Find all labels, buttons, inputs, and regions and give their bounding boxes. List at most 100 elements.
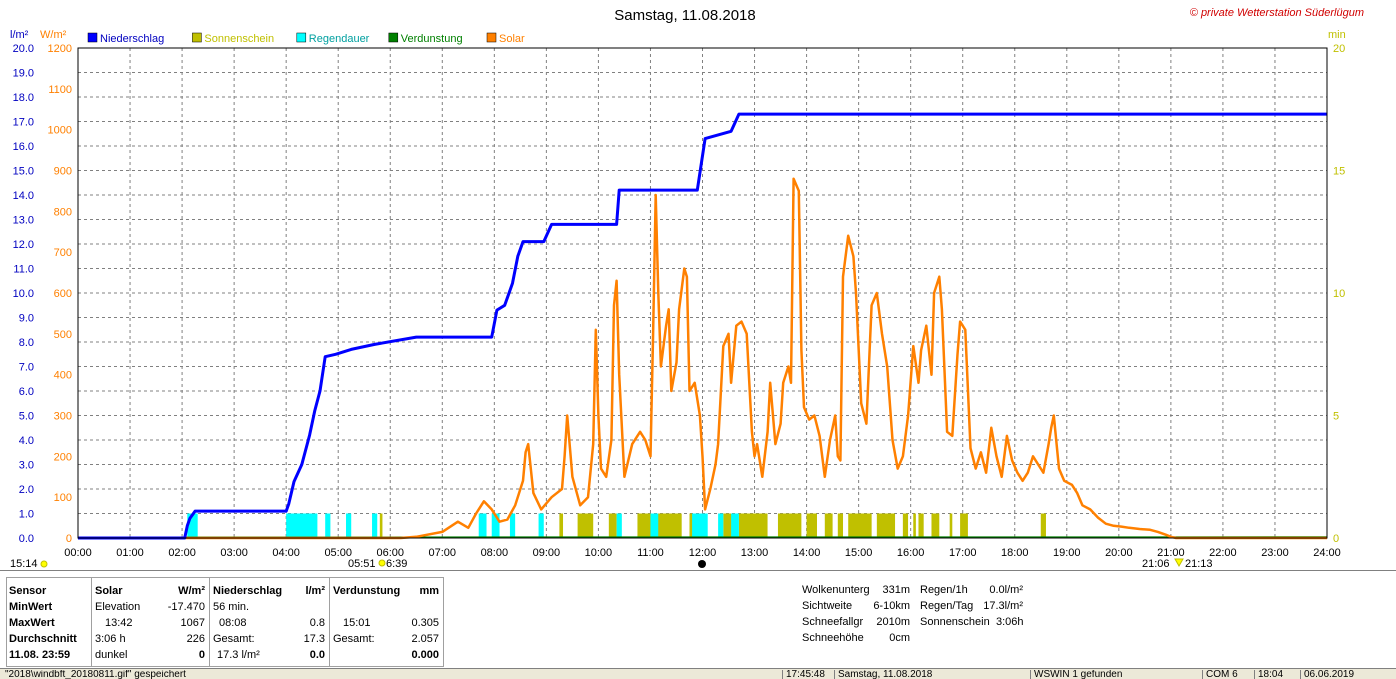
cell-verd-b: 2.057 <box>397 632 439 647</box>
cell-nied-b: 0.0 <box>289 648 325 663</box>
info-label: Sichtweite <box>802 599 852 614</box>
bar-sonnenschein <box>739 514 768 539</box>
cell-nied-b: 17.3 <box>289 632 325 647</box>
info-value: 3:06h <box>996 615 1024 630</box>
y-solar-tick-label: 1000 <box>48 125 72 137</box>
sun-icon-left <box>41 561 47 567</box>
sunrise-icon <box>379 560 385 566</box>
row-label-avg: Durchschnitt <box>9 632 77 647</box>
x-tick-label: 10:00 <box>585 547 613 559</box>
x-tick-label: 04:00 <box>272 547 300 559</box>
y-solar-tick-label: 100 <box>54 492 72 504</box>
cell-verd-a: Gesamt: <box>333 632 375 647</box>
info-label: Regen/Tag <box>920 599 973 614</box>
noon-icon <box>698 560 706 568</box>
sunrise2-label: 6:39 <box>386 558 407 570</box>
y-solar-tick-label: 500 <box>54 329 72 341</box>
y-left-tick-label: 20.0 <box>13 43 34 55</box>
y-left-tick-label: 18.0 <box>13 92 34 104</box>
bar-sonnenschein <box>838 514 843 539</box>
legend-label: Regendauer <box>309 33 370 45</box>
x-tick-label: 12:00 <box>689 547 717 559</box>
right-unit-label: min <box>1328 29 1346 41</box>
bar-sonnenschein <box>877 514 895 539</box>
bar-regendauer <box>346 514 351 539</box>
bar-sonnenschein <box>380 514 383 539</box>
row-label-min: MinWert <box>9 600 52 615</box>
y-solar-tick-label: 200 <box>54 451 72 463</box>
header-niederschlag: Niederschlag <box>213 584 282 599</box>
y-solar-tick-label: 900 <box>54 166 72 178</box>
header-verdunstung: Verdunstung <box>333 584 400 599</box>
bar-regendauer <box>479 514 487 539</box>
y-left-tick-label: 10.0 <box>13 288 34 300</box>
bar-sonnenschein <box>637 514 681 539</box>
y-solar-tick-label: 0 <box>66 533 72 545</box>
y-right-tick-label: 20 <box>1333 43 1345 55</box>
bar-regendauer <box>617 514 622 539</box>
header-verdunstung-unit: mm <box>407 584 439 599</box>
row-label-current: 11.08. 23:59 <box>9 648 70 663</box>
x-tick-label: 15:00 <box>845 547 873 559</box>
y-left-tick-label: 2.0 <box>19 484 34 496</box>
y-left-ticks: 0.01.02.03.04.05.06.07.08.09.010.011.012… <box>13 43 34 545</box>
header-niederschlag-unit: l/m² <box>289 584 325 599</box>
y-solar-tick-label: 400 <box>54 370 72 382</box>
legend-label: Verdunstung <box>401 33 463 45</box>
y-solar-tick-label: 700 <box>54 247 72 259</box>
copyright-text: © private Wetterstation Süderlügum <box>1190 7 1364 19</box>
x-tick-label: 23:00 <box>1261 547 1289 559</box>
table-divider <box>329 578 330 666</box>
cell-solar-a: 3:06 h <box>95 632 126 647</box>
legend-label: Solar <box>499 33 525 45</box>
cell-verd-a: 15:01 <box>343 616 371 631</box>
bar-sonnenschein <box>778 514 801 539</box>
bar-sonnenschein <box>913 514 916 539</box>
cell-nied-a: Gesamt: <box>213 632 255 647</box>
table-divider <box>91 578 92 666</box>
y-left-tick-label: 6.0 <box>19 386 34 398</box>
y-left-tick-label: 15.0 <box>13 166 34 178</box>
duration-bars <box>187 514 1046 539</box>
cell-solar-b: -17.470 <box>147 600 205 615</box>
bar-sonnenschein <box>931 514 939 539</box>
y-left-tick-label: 7.0 <box>19 362 34 374</box>
bar-sonnenschein <box>918 514 923 539</box>
status-bar: "2018\windbft_20180811.gif" gespeichert … <box>0 668 1396 679</box>
x-tick-label: 17:00 <box>949 547 977 559</box>
y-right-tick-label: 0 <box>1333 533 1339 545</box>
x-tick-label: 01:00 <box>116 547 144 559</box>
x-tick-label: 22:00 <box>1209 547 1237 559</box>
x-tick-label: 13:00 <box>741 547 769 559</box>
weather-chart: 0.01.02.03.04.05.06.07.08.09.010.011.012… <box>0 0 1396 570</box>
legend-label: Sonnenschein <box>204 33 274 45</box>
x-tick-label: 24:00 <box>1313 547 1341 559</box>
x-tick-label: 07:00 <box>429 547 457 559</box>
x-tick-label: 02:00 <box>168 547 196 559</box>
cell-solar-b: 0 <box>147 648 205 663</box>
legend-swatch <box>88 33 97 42</box>
info-value: 0cm <box>860 631 910 646</box>
x-tick-label: 11:00 <box>637 547 664 559</box>
header-sensor: Sensor <box>9 584 46 599</box>
y-left-tick-label: 1.0 <box>19 509 34 521</box>
sunset2-label: 21:13 <box>1185 558 1213 570</box>
y-left-tick-label: 12.0 <box>13 239 34 251</box>
sun-markers: 15:14 05:51 6:39 21:06 21:13 <box>10 558 1213 570</box>
cell-solar-a: 13:42 <box>105 616 133 631</box>
cell-solar-b: 1067 <box>147 616 205 631</box>
info-value: 6-10km <box>860 599 910 614</box>
legend-swatch <box>389 33 398 42</box>
sunset-label: 21:06 <box>1142 558 1170 570</box>
legend: Niederschlag Sonnenschein Regendauer Verdun… <box>88 33 525 45</box>
legend-swatch <box>297 33 306 42</box>
legend-label: Niederschlag <box>100 33 164 45</box>
start-time-label: 15:14 <box>10 558 38 570</box>
cell-nied-a: 08:08 <box>219 616 247 631</box>
header-solar-unit: W/m² <box>147 584 205 599</box>
info-label: Schneefallgr <box>802 615 863 630</box>
y-left-tick-label: 3.0 <box>19 460 34 472</box>
y-solar-tick-label: 1200 <box>48 43 72 55</box>
bar-regendauer <box>539 514 544 539</box>
